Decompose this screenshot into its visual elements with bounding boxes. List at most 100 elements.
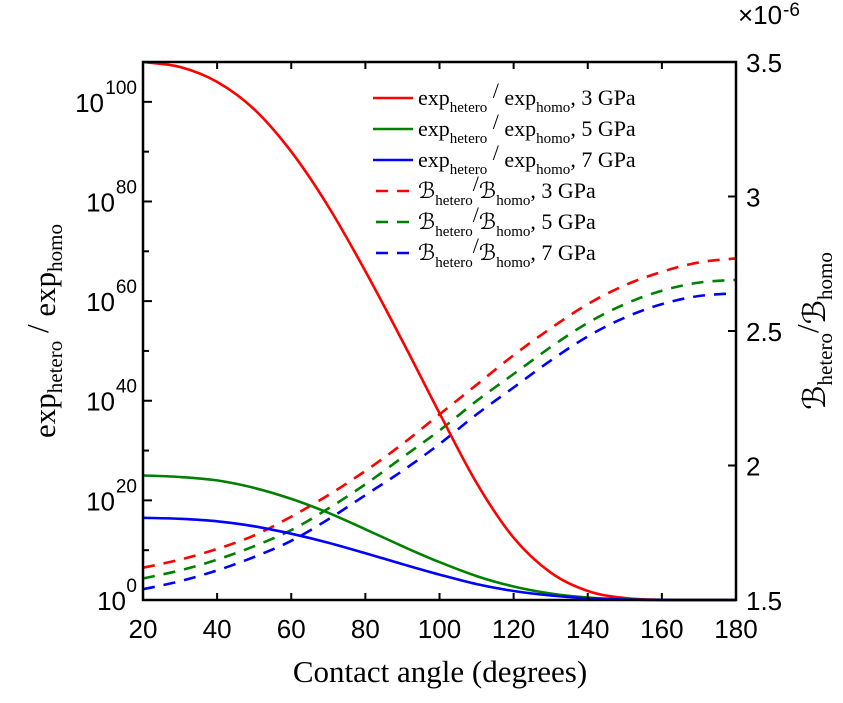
legend-label: ℬhetero/ℬhomo, 5 GPa xyxy=(418,202,596,240)
axis-title-part: ℬ xyxy=(797,385,832,409)
svg-text:exphetero / exphomo: exphetero / exphomo xyxy=(20,224,67,438)
axis-title-part: ℬ xyxy=(479,240,496,265)
ticks-layer: 20 40 60 80 100 120 140 160 18001020104010601080… xyxy=(75,48,782,644)
axis-title-part: ℬ xyxy=(479,209,496,234)
x-tick-label: 40 xyxy=(203,614,232,644)
x-tick-label: 80 xyxy=(351,614,380,644)
axis-title-part: homo xyxy=(496,193,530,209)
series-line-5 xyxy=(142,278,737,580)
tick-base: 10 xyxy=(86,187,115,217)
y-right-tick-label: 2 xyxy=(746,452,760,482)
multiplier-exponent: -6 xyxy=(783,0,800,21)
label-suffix: , 7 GPa xyxy=(530,240,596,265)
axis-title-part: homo xyxy=(536,100,570,116)
svg-text:ℬhetero/ℬhomo: ℬhetero/ℬhomo xyxy=(790,252,837,410)
axis-title-part: / xyxy=(790,324,825,333)
legend-item: exphetero / exphomo, 3 GPa xyxy=(373,78,636,116)
axis-title-part: hetero xyxy=(450,131,487,147)
series-layer xyxy=(142,60,737,602)
y-right-tick-label: 2.5 xyxy=(746,317,782,347)
axis-title-part: ℬ xyxy=(797,300,832,324)
tick-base: 10 xyxy=(86,486,115,516)
axis-title-part: ℬ xyxy=(418,209,435,234)
tick-base: 10 xyxy=(86,387,115,417)
legend-label: ℬhetero/ℬhomo, 3 GPa xyxy=(418,171,596,209)
series-line-6 xyxy=(142,292,737,591)
y-left-axis-title: exphetero / exphomo xyxy=(20,224,67,438)
tick-base: 10 xyxy=(86,287,115,317)
x-tick-label: 180 xyxy=(714,614,757,644)
axis-title-part: homo xyxy=(536,162,570,178)
axis-title-part: hetero xyxy=(450,100,487,116)
tick-base: 10 xyxy=(97,586,126,616)
x-tick-label: 20 xyxy=(129,614,158,644)
axis-title-part: exp xyxy=(504,147,536,172)
legend-item: ℬhetero/ℬhomo, 3 GPa xyxy=(376,171,596,209)
tick-exponent: 20 xyxy=(116,476,137,497)
axis-title-part: ℬ xyxy=(418,178,435,203)
axis-title-part: exp xyxy=(418,116,450,141)
axis-title-part: / xyxy=(487,78,504,103)
axis-title-part: exp xyxy=(27,393,62,438)
axis-title-part: exp xyxy=(504,116,536,141)
tick-exponent: 100 xyxy=(105,78,137,99)
x-axis-title: Contact angle (degrees) xyxy=(293,654,587,689)
axis-title-part: hetero xyxy=(435,255,472,271)
axis-title-part: homo xyxy=(496,255,530,271)
axis-title-part: hetero xyxy=(435,193,472,209)
axis-title-part: hetero xyxy=(813,333,837,385)
y-right-tick-label: 3.5 xyxy=(746,48,782,78)
label-suffix: , 3 GPa xyxy=(570,85,636,110)
legend-item: exphetero / exphomo, 5 GPa xyxy=(373,109,636,147)
axis-title-part: hetero xyxy=(450,162,487,178)
y-right-axis-title: ℬhetero/ℬhomo xyxy=(790,252,837,410)
axis-title-part: ℬ xyxy=(418,240,435,265)
axis-title-part: exp xyxy=(418,85,450,110)
label-suffix: , 5 GPa xyxy=(570,116,636,141)
axis-title-part: exp xyxy=(418,147,450,172)
axis-title-part: homo xyxy=(496,224,530,240)
tick-exponent: 60 xyxy=(116,277,137,298)
series-line-2 xyxy=(142,474,736,602)
tick-exponent: 40 xyxy=(116,377,137,398)
axis-title-part: / xyxy=(20,317,55,341)
axis-title-part: homo xyxy=(813,252,837,300)
legend-label: exphetero / exphomo, 5 GPa xyxy=(418,109,636,147)
label-suffix: , 5 GPa xyxy=(530,209,596,234)
x-tick-label: 60 xyxy=(277,614,306,644)
legend-item: ℬhetero/ℬhomo, 5 GPa xyxy=(376,202,596,240)
legend-label: ℬhetero/ℬhomo, 7 GPa xyxy=(418,233,596,271)
label-suffix: , 3 GPa xyxy=(530,178,596,203)
axis-title-part: hetero xyxy=(43,341,67,393)
axis-title-part: ℬ xyxy=(479,178,496,203)
tick-base: 10 xyxy=(75,88,104,118)
tick-exponent: 80 xyxy=(116,177,137,198)
legend-item: exphetero / exphomo, 7 GPa xyxy=(373,140,636,178)
axis-title-part: / xyxy=(487,140,504,165)
series-line-3 xyxy=(142,516,736,602)
x-tick-label: 100 xyxy=(418,614,461,644)
legend-label: exphetero / exphomo, 7 GPa xyxy=(418,140,636,178)
plot-frame xyxy=(141,60,738,602)
axis-title-part: exp xyxy=(27,272,62,317)
axis-title-part: homo xyxy=(43,224,67,272)
y-right-tick-label: 1.5 xyxy=(746,586,782,616)
x-tick-label: 160 xyxy=(640,614,683,644)
legend-label: exphetero / exphomo, 3 GPa xyxy=(418,78,636,116)
multiplier-base: ×10 xyxy=(738,0,782,30)
y-left-tick-label: 010 xyxy=(97,576,137,616)
axis-title-part: hetero xyxy=(435,224,472,240)
x-tick-label: 120 xyxy=(492,614,535,644)
label-suffix: , 7 GPa xyxy=(570,147,636,172)
tick-exponent: 0 xyxy=(126,576,137,597)
series-line-1 xyxy=(142,60,736,602)
legend-item: ℬhetero/ℬhomo, 7 GPa xyxy=(376,233,596,271)
x-tick-label: 140 xyxy=(566,614,609,644)
axis-title-part: / xyxy=(473,171,480,196)
